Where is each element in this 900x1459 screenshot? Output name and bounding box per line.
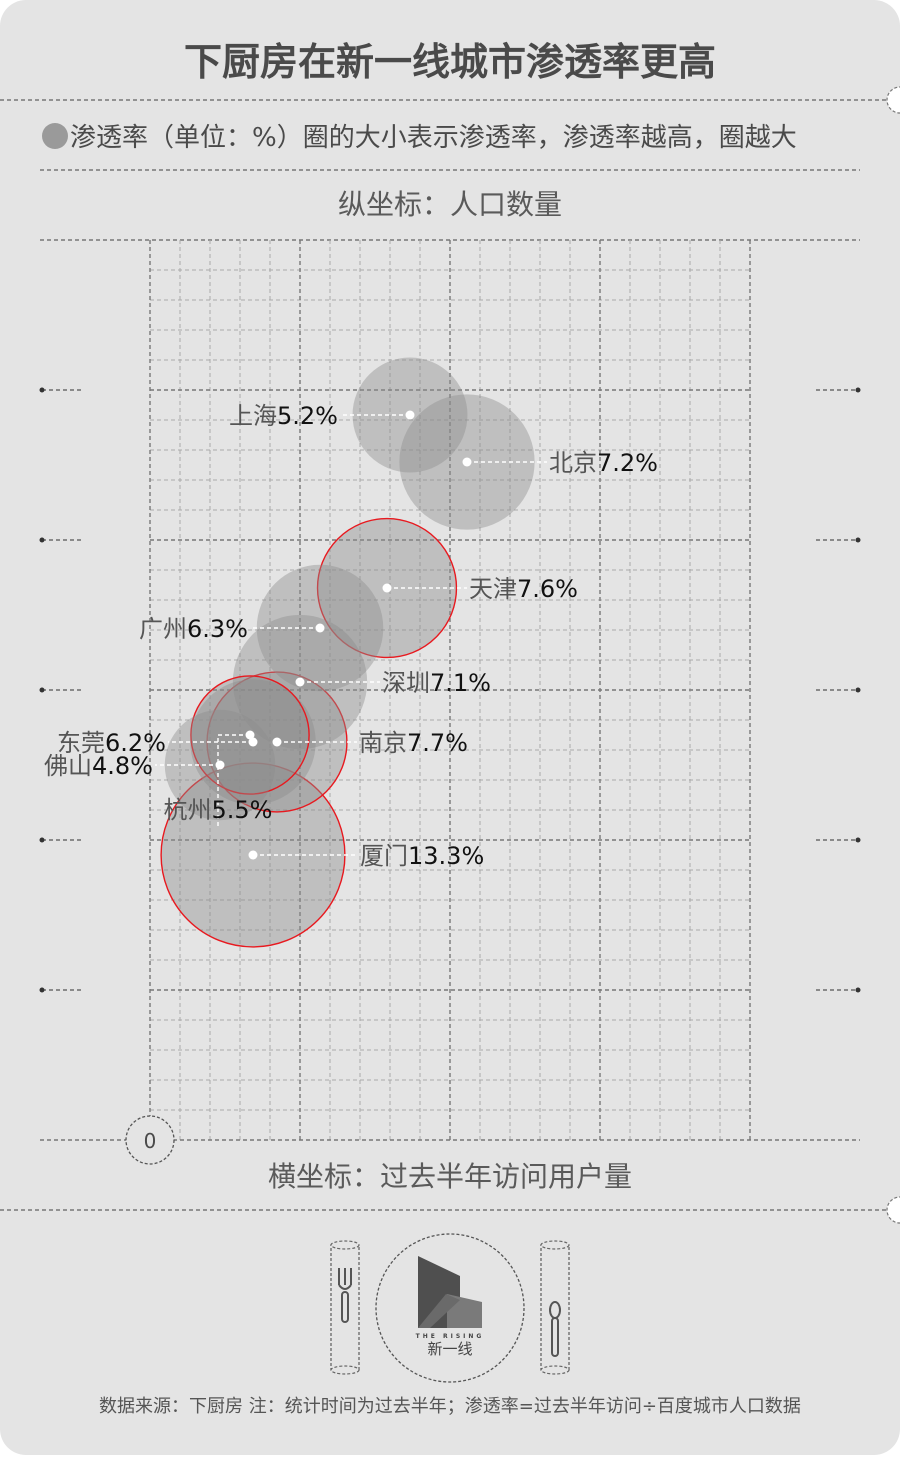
city-name: 厦门 — [360, 842, 408, 870]
side-tick-left-dot — [39, 537, 45, 543]
bubble-label-group: 东莞6.2% — [57, 729, 258, 757]
bubble-label-group: 广州6.3% — [139, 615, 325, 643]
penetration-value: 7.1% — [430, 669, 491, 697]
bubble-label-group: 深圳7.1% — [295, 669, 491, 697]
penetration-value: 4.8% — [92, 752, 153, 780]
bubble-center-dot — [382, 583, 392, 593]
the-rising-logo — [418, 1256, 482, 1328]
penetration-value: 6.2% — [105, 729, 166, 757]
bubble-center-dot — [245, 730, 255, 740]
side-tick-right-dot — [855, 387, 861, 393]
bubble-center-dot — [315, 623, 325, 633]
bubble-center-dot — [248, 737, 258, 747]
penetration-value: 5.2% — [277, 402, 338, 430]
city-name: 广州 — [139, 615, 187, 643]
brand-chinese: 新一线 — [427, 1340, 472, 1358]
bubble-label-group: 天津7.6% — [382, 575, 578, 603]
penetration-value: 5.5% — [212, 796, 273, 824]
y-axis-label: 纵坐标：人口数量 — [338, 188, 562, 221]
bubble-label: 南京7.7% — [359, 729, 468, 757]
divider-notch-top — [886, 86, 900, 114]
penetration-value: 13.3% — [408, 842, 484, 870]
bubble-label: 广州6.3% — [139, 615, 248, 643]
x-axis-label: 横坐标：过去半年访问用户量 — [268, 1160, 632, 1193]
bubble-label: 北京7.2% — [549, 449, 658, 477]
city-name: 北京 — [549, 449, 597, 477]
penetration-value: 7.6% — [517, 575, 578, 603]
bubble-center-dot — [295, 677, 305, 687]
side-tick-left-dot — [39, 387, 45, 393]
bubble-label: 深圳7.1% — [382, 669, 491, 697]
bubble-label: 佛山4.8% — [44, 752, 153, 780]
bubble-center-dot — [248, 850, 258, 860]
bubble-label: 上海5.2% — [229, 402, 338, 430]
bubble-label: 厦门13.3% — [360, 842, 484, 870]
side-tick-right-dot — [855, 537, 861, 543]
bubble-label: 杭州5.5% — [164, 796, 273, 824]
origin-marker — [125, 1115, 175, 1165]
grid-major — [149, 240, 751, 1140]
bubble-label-group: 南京7.7% — [272, 729, 468, 757]
side-tick-left-dot — [39, 987, 45, 993]
source-note: 数据来源：下厨房 注：统计时间为过去半年；渗透率=过去半年访问÷百度城市人口数据 — [99, 1396, 801, 1417]
city-name: 杭州 — [164, 796, 212, 824]
side-ticks — [39, 387, 861, 993]
penetration-value: 7.2% — [597, 449, 658, 477]
penetration-value: 7.7% — [407, 729, 468, 757]
city-name: 东莞 — [57, 729, 105, 757]
bubble-center-dot — [405, 410, 415, 420]
city-name: 深圳 — [382, 669, 430, 697]
origin-label: 0 — [144, 1129, 157, 1153]
city-name: 上海 — [229, 402, 277, 430]
chart-title: 下厨房在新一线城市渗透率更高 — [184, 40, 716, 84]
spoon-tube — [540, 1240, 570, 1375]
bubble-label: 天津7.6% — [469, 575, 578, 603]
penetration-value: 6.3% — [187, 615, 248, 643]
side-tick-right-dot — [855, 687, 861, 693]
bubble-labels: 上海5.2%北京7.2%天津7.6%广州6.3%深圳7.1%杭州5.5%东莞6.… — [44, 402, 658, 870]
fork-tube — [330, 1240, 360, 1375]
city-name: 天津 — [469, 575, 517, 603]
spoon-icon — [549, 1301, 561, 1357]
legend-dot — [42, 123, 68, 149]
divider-notch-bottom — [886, 1196, 900, 1224]
city-name: 佛山 — [44, 752, 92, 780]
logo-ring — [375, 1233, 525, 1383]
bubble-label-group: 杭州5.5% — [164, 730, 273, 826]
leader-line — [217, 734, 250, 826]
side-tick-left-dot — [39, 687, 45, 693]
bubble-center-dot — [462, 457, 472, 467]
bubble-label-group: 上海5.2% — [229, 402, 415, 430]
bubble-center-dot — [215, 760, 225, 770]
bubble-label-group: 北京7.2% — [462, 449, 658, 477]
brand-english: THE RISING — [416, 1333, 485, 1340]
bubble-label-group: 佛山4.8% — [44, 752, 225, 780]
bubble-label: 东莞6.2% — [57, 729, 166, 757]
legend-note: 渗透率（单位：%）圈的大小表示渗透率，渗透率越高，圈越大 — [70, 123, 797, 153]
side-tick-left-dot — [39, 837, 45, 843]
side-tick-right-dot — [855, 987, 861, 993]
side-tick-right-dot — [855, 837, 861, 843]
bubble-center-dot — [272, 737, 282, 747]
city-name: 南京 — [359, 729, 407, 757]
fork-icon — [338, 1268, 352, 1323]
bubble-label-group: 厦门13.3% — [248, 842, 484, 870]
